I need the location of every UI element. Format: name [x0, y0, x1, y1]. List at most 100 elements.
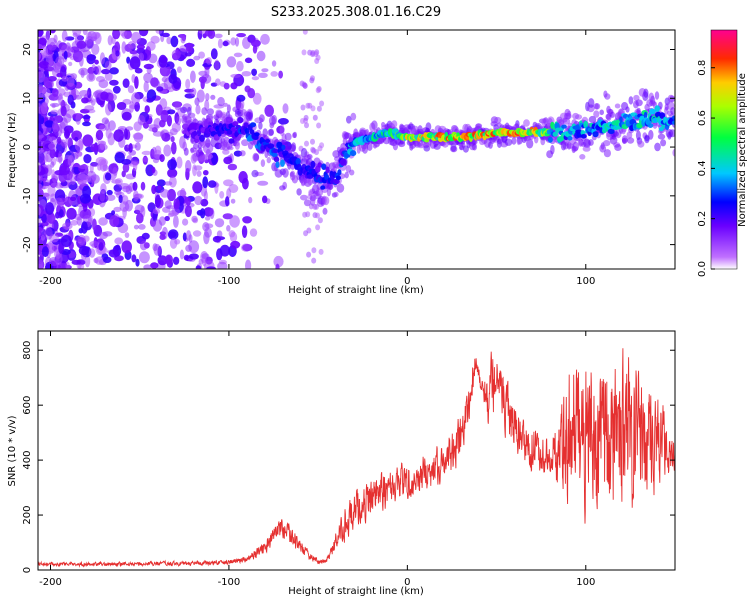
heatmap-cell: [567, 135, 573, 141]
x-tick-label: 0: [404, 577, 410, 588]
heatmap-cell: [312, 114, 318, 121]
heatmap-cell: [229, 215, 240, 228]
heatmap-cell: [339, 158, 347, 166]
heatmap-cell: [310, 196, 316, 206]
heatmap-cell: [516, 135, 521, 146]
heatmap-cell: [275, 263, 280, 269]
heatmap-cell: [252, 92, 262, 105]
heatmap-cell: [38, 71, 46, 83]
heatmap-cell: [152, 208, 161, 215]
heatmap-cell: [313, 51, 319, 57]
heatmap-cell: [302, 30, 308, 35]
heatmap-cell: [59, 101, 67, 107]
heatmap-cell: [198, 51, 206, 59]
heatmap-cell: [273, 156, 280, 163]
heatmap-cell: [150, 262, 159, 269]
heatmap-cell: [276, 141, 283, 148]
heatmap-cell: [176, 156, 183, 169]
heatmap-cell: [561, 124, 567, 129]
heatmap-cell: [179, 249, 184, 260]
heatmap-cell: [160, 189, 170, 198]
heatmap-cell: [152, 219, 163, 232]
heatmap-cell: [47, 37, 58, 51]
heatmap-cell: [99, 141, 106, 150]
heatmap-cell: [180, 35, 186, 44]
heatmap-cell: [648, 129, 654, 140]
heatmap-cell: [306, 227, 312, 234]
heatmap-cell: [314, 149, 319, 156]
heatmap-cell: [251, 169, 259, 178]
heatmap-cell: [48, 256, 60, 267]
heatmap-cell: [173, 215, 179, 228]
heatmap-cell: [74, 136, 79, 142]
heatmap-cell: [169, 237, 178, 249]
heatmap-cell: [588, 115, 597, 124]
heatmap-cell: [159, 154, 165, 163]
heatmap-cell: [38, 37, 47, 46]
heatmap-cell: [319, 100, 325, 107]
heatmap-cell: [599, 109, 604, 116]
heatmap-cell: [109, 67, 119, 75]
heatmap-cell: [70, 196, 77, 202]
heatmap-cell: [78, 67, 89, 76]
heatmap-cell: [65, 261, 70, 269]
heatmap-blobs: [38, 30, 675, 269]
heatmap-cell: [83, 154, 92, 164]
heatmap-cell: [609, 111, 615, 118]
heatmap-cell: [567, 110, 572, 117]
heatmap-cell: [185, 160, 192, 172]
heatmap-cell: [230, 82, 238, 90]
heatmap-cell: [260, 33, 270, 45]
heatmap-cell: [262, 195, 268, 204]
heatmap-cell: [82, 30, 88, 36]
heatmap-cell: [113, 129, 124, 142]
heatmap-cell: [335, 175, 341, 181]
heatmap-cell: [261, 68, 269, 73]
heatmap-cell: [626, 137, 635, 144]
heatmap-cell: [603, 149, 612, 158]
heatmap-cell: [40, 234, 46, 241]
heatmap-cell: [118, 194, 123, 204]
heatmap-cell: [223, 102, 229, 107]
heatmap-cell: [48, 142, 56, 150]
heatmap-cell: [187, 112, 196, 119]
heatmap-cell: [292, 131, 297, 139]
heatmap-cell: [277, 118, 289, 125]
heatmap-cell: [38, 218, 42, 226]
heatmap-cell: [170, 35, 179, 48]
heatmap-cell: [184, 205, 192, 218]
heatmap-cell: [65, 42, 71, 51]
heatmap-cell: [654, 91, 660, 100]
heatmap-cell: [91, 43, 100, 55]
heatmap-cell: [232, 121, 239, 127]
heatmap-cell: [303, 114, 309, 121]
heatmap-cell: [108, 249, 120, 258]
heatmap-cell: [59, 165, 70, 176]
heatmap-cell: [315, 190, 320, 197]
heatmap-cell: [210, 48, 218, 60]
heatmap-cell: [112, 167, 118, 176]
heatmap-cell: [223, 82, 230, 90]
heatmap-cell: [205, 57, 212, 65]
heatmap-cell: [511, 137, 517, 145]
heatmap-cell: [77, 151, 83, 156]
heatmap-cell: [38, 30, 44, 37]
heatmap-cell: [161, 32, 170, 38]
heatmap-cell: [228, 230, 236, 238]
heatmap-cell: [148, 127, 157, 132]
heatmap-cell: [82, 115, 91, 120]
heatmap-cell: [105, 194, 116, 201]
y-tick-label: 20: [22, 43, 33, 56]
heatmap-cell: [315, 224, 321, 231]
heatmap-cell: [643, 111, 648, 119]
heatmap-cell: [176, 66, 182, 73]
heatmap-cell: [275, 161, 280, 168]
heatmap-cell: [654, 142, 661, 152]
heatmap-cell: [51, 103, 56, 109]
heatmap-cell: [316, 105, 322, 112]
heatmap-cell: [128, 143, 133, 153]
heatmap-cell: [115, 50, 120, 57]
heatmap-cell: [322, 196, 330, 206]
heatmap-cell: [628, 96, 634, 105]
heatmap-cell: [206, 266, 216, 269]
